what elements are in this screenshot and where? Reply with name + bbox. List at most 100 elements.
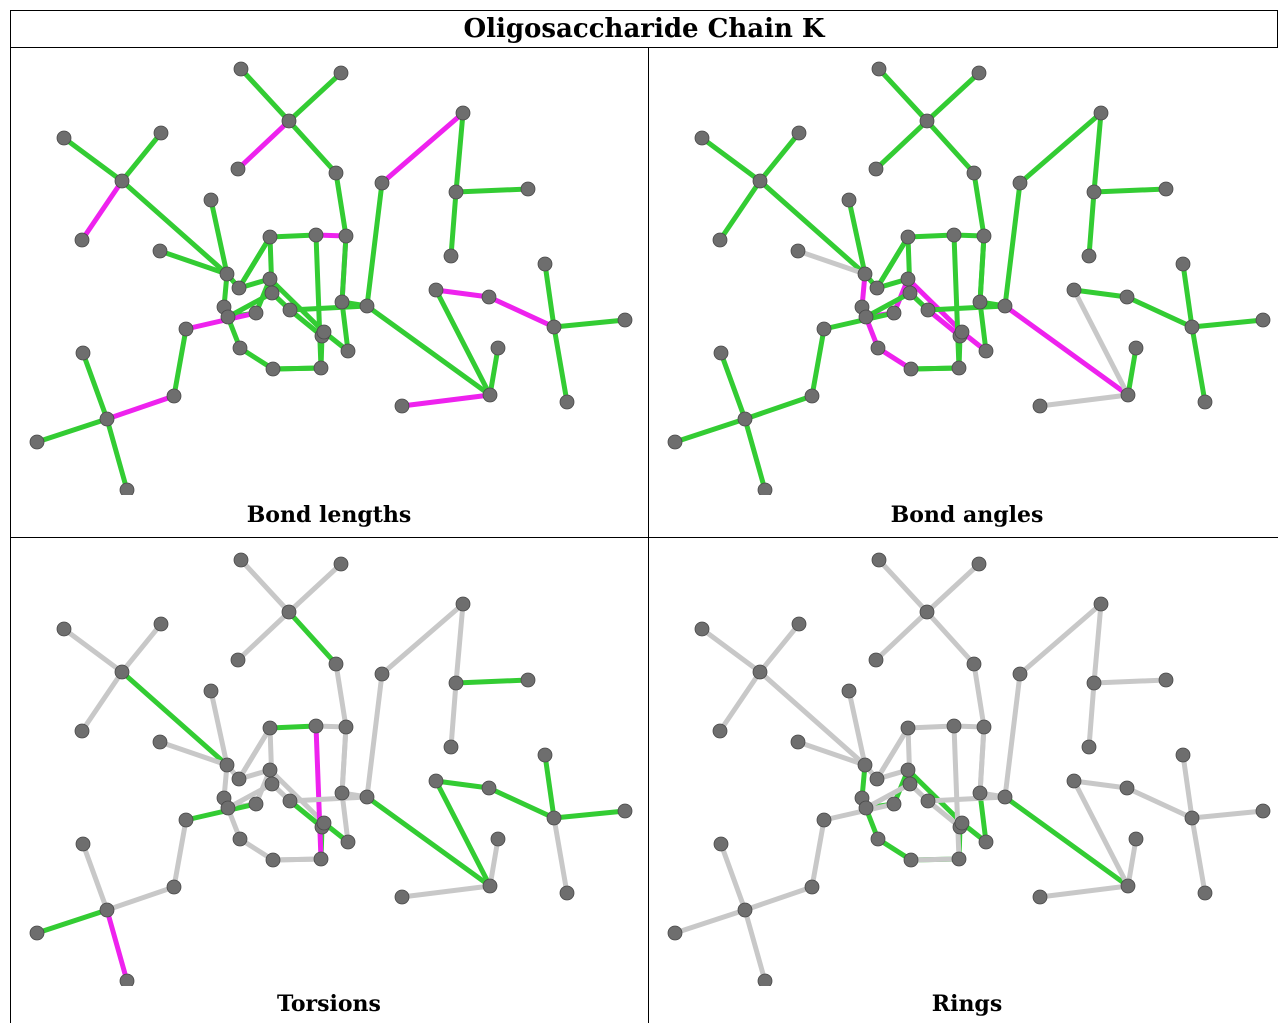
atom [338, 228, 354, 244]
bond [238, 66, 292, 124]
bond [1071, 778, 1130, 791]
atom [871, 61, 887, 77]
atom [166, 388, 182, 404]
bond [1071, 287, 1130, 300]
bond [79, 178, 125, 243]
atom [920, 793, 936, 809]
bond [908, 856, 962, 863]
bond [699, 626, 763, 675]
bond [448, 680, 459, 750]
atom [265, 852, 281, 868]
bond [104, 907, 130, 984]
atom [886, 305, 902, 321]
bond [119, 669, 230, 768]
atom [264, 776, 280, 792]
atom [374, 175, 390, 191]
bond [119, 621, 164, 675]
atom [520, 181, 536, 197]
atom [667, 925, 683, 941]
bond [80, 350, 110, 422]
bond [104, 393, 177, 422]
bond [971, 661, 987, 730]
atom [56, 130, 72, 146]
bond [1189, 317, 1266, 330]
panel-bond-lengths: Bond lengths [10, 47, 648, 538]
atom [617, 312, 633, 328]
atom [1086, 675, 1102, 691]
atom [919, 113, 935, 129]
atom [966, 165, 982, 181]
atom [152, 734, 168, 750]
atom [1032, 398, 1048, 414]
atom [153, 616, 169, 632]
atom [262, 229, 278, 245]
bond [846, 197, 868, 277]
atom [328, 656, 344, 672]
bond [183, 310, 259, 332]
atom [951, 851, 967, 867]
atom [712, 723, 728, 739]
atom [537, 747, 553, 763]
bond [1125, 836, 1139, 889]
atom [74, 232, 90, 248]
atom [900, 229, 916, 245]
bond [379, 110, 466, 186]
atom [374, 666, 390, 682]
bond [453, 186, 531, 195]
atom [1175, 747, 1191, 763]
atom [919, 604, 935, 620]
atom [869, 280, 885, 296]
bond [924, 118, 977, 176]
atom [394, 398, 410, 414]
bond [171, 326, 189, 399]
bond [905, 276, 965, 335]
atom [976, 719, 992, 735]
bond [876, 557, 930, 615]
bond [1037, 883, 1131, 900]
atom [448, 675, 464, 691]
bond [672, 416, 748, 445]
atom [791, 125, 807, 141]
atom [233, 61, 249, 77]
bond [672, 907, 748, 936]
bond [225, 781, 275, 811]
atom [757, 482, 773, 495]
atom [520, 672, 536, 688]
bond [235, 609, 292, 663]
bond [236, 725, 273, 782]
atom [313, 851, 329, 867]
bond [795, 248, 868, 277]
atom [870, 340, 886, 356]
atom [559, 394, 575, 410]
bond [874, 725, 911, 782]
bond [487, 345, 501, 398]
atom [29, 925, 45, 941]
atom [1197, 394, 1213, 410]
atom [230, 161, 246, 177]
bond [80, 841, 110, 913]
atom [282, 793, 298, 809]
atom [903, 361, 919, 377]
bond [951, 723, 962, 862]
atom [1119, 289, 1135, 305]
bond [1189, 324, 1208, 405]
bond [924, 609, 977, 667]
bond [286, 561, 344, 615]
bond [448, 189, 459, 259]
atom [858, 309, 874, 325]
atom [220, 309, 236, 325]
bond [1124, 294, 1195, 330]
atom [951, 360, 967, 376]
atom [481, 780, 497, 796]
bond [364, 794, 493, 889]
atom [340, 343, 356, 359]
bond [379, 601, 466, 677]
bond [208, 688, 230, 768]
bond [925, 303, 1008, 313]
atom [900, 271, 916, 287]
atom [997, 298, 1013, 314]
bond [821, 310, 897, 332]
bond [1086, 680, 1097, 750]
bond [873, 609, 930, 663]
atom [359, 789, 375, 805]
